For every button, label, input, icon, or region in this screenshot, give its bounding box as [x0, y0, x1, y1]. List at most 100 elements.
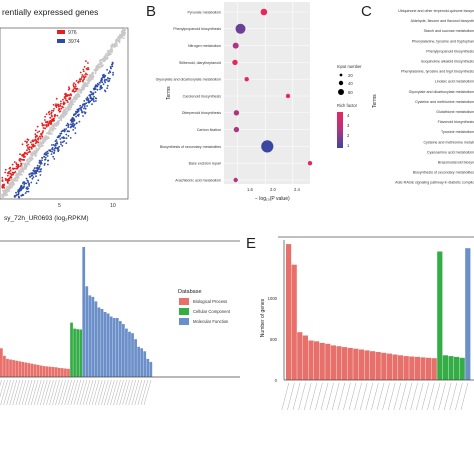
scatter-point-up — [19, 165, 22, 167]
panel-e-category-tick — [427, 382, 435, 411]
panel-e-category-tick — [332, 382, 340, 411]
scatter-point-nochange — [26, 164, 28, 167]
scatter-point-down — [36, 164, 39, 167]
scatter-point-up — [55, 97, 58, 100]
scatter-point-down — [52, 144, 55, 146]
panel-b-term-label: Carotenoid biosynthesis — [183, 94, 222, 98]
panel-b-xlabel: − log₁₀(P value) — [255, 196, 290, 202]
scatter-point-up — [9, 172, 12, 175]
scatter-point-nochange — [64, 114, 66, 117]
scatter-point-down — [78, 113, 80, 116]
panel-d-bar — [115, 318, 119, 377]
scatter-point-nochange — [8, 190, 11, 193]
scatter-point-up — [42, 130, 44, 132]
panel-d-category-tick — [67, 379, 75, 406]
scatter-point-down — [24, 192, 27, 195]
scatter-point-up — [49, 117, 52, 119]
panel-d-category-tick — [21, 379, 30, 406]
scatter-point-down — [109, 77, 111, 80]
scatter-point-nochange — [107, 49, 109, 52]
scatter-point-nochange — [123, 34, 126, 36]
scatter-point-nochange — [18, 171, 21, 174]
scatter-point-nochange — [92, 72, 95, 74]
panel-e-bar — [448, 356, 454, 380]
scatter-point-nochange — [16, 179, 19, 182]
scatter-point-nochange — [116, 40, 118, 42]
panel-b-bubble — [233, 110, 240, 116]
scatter-point-up — [72, 85, 75, 88]
scatter-point-up — [87, 68, 90, 71]
scatter-point-up — [12, 172, 15, 174]
scatter-point-up — [57, 105, 60, 108]
scatter-point-down — [23, 182, 26, 185]
scatter-point-nochange — [62, 110, 64, 113]
scatter-point-down — [106, 69, 108, 71]
scatter-point-down — [20, 184, 23, 187]
panel-d-category-tick — [116, 379, 124, 406]
scatter-point-nochange — [85, 85, 88, 88]
panel-d-category-tick — [12, 379, 20, 406]
scatter-point-nochange — [22, 168, 25, 171]
scatter-point-up — [80, 76, 83, 78]
panel-d-bar — [85, 286, 89, 377]
scatter-point-down — [49, 149, 52, 152]
scatter-point-nochange — [51, 127, 54, 130]
scatter-point-up — [56, 114, 59, 117]
scatter-point-nochange — [46, 132, 49, 135]
scatter-point-nochange — [42, 136, 45, 139]
scatter-point-nochange — [22, 171, 25, 173]
panel-c-term-label: Phenylalanine, tyrosine and tryptophan — [412, 39, 474, 43]
panel-e-bar — [330, 345, 336, 380]
scatter-point-up — [70, 93, 72, 95]
panel-d-category-tick — [40, 379, 48, 406]
scatter-point-nochange — [109, 49, 112, 52]
panel-d-bar — [54, 367, 58, 377]
legend-color-title: Rich factor — [337, 103, 358, 108]
scatter-point-down — [94, 88, 97, 90]
panel-d-bar — [118, 321, 122, 377]
panel-d-bar — [128, 331, 131, 377]
scatter-point-up — [36, 135, 39, 138]
legend-mol-label: Molecular Function — [193, 319, 229, 324]
panel-b-term-label: Phenylpropanoid biosynthesis — [173, 27, 221, 31]
scatter-point-up — [24, 140, 27, 143]
panel-d-bar — [45, 366, 49, 377]
panel-e-bar — [308, 340, 314, 380]
scatter-point-nochange — [21, 165, 24, 168]
panel-c-term-label: Biosynthesis of secondary metabolites — [413, 171, 474, 175]
scatter-point-down — [22, 186, 25, 189]
panel-c-term-label: Aldehyde, flavone and flavonol biosynth — [411, 19, 474, 23]
scatter-point-down — [77, 110, 79, 113]
scatter-point-up — [27, 146, 29, 149]
legend-size-title: Input number — [337, 64, 362, 69]
panel-a-volcano: rentially expressed genes 976 3974 5 10 … — [0, 7, 129, 222]
panel-b-term-label: Stilbenoid, diarylheptanoid — [179, 61, 221, 65]
panel-b-xtick-1: 1.6 — [247, 187, 253, 192]
scatter-point-up — [15, 167, 17, 170]
scatter-point-nochange — [69, 108, 72, 110]
panel-d-category-tick — [0, 379, 2, 387]
panel-d-category-tick — [30, 379, 39, 406]
legend-size-20: 20 — [348, 73, 353, 78]
panel-d-category-tick — [110, 379, 118, 406]
scatter-point-up — [45, 125, 48, 128]
scatter-point-down — [73, 123, 76, 126]
panel-d-bars — [0, 247, 153, 377]
scatter-point-nochange — [57, 121, 60, 124]
scatter-point-nochange — [95, 68, 97, 71]
scatter-point-up — [44, 115, 46, 118]
panel-e-ytick-1000: 1000 — [268, 296, 278, 301]
scatter-point-nochange — [103, 56, 106, 59]
scatter-point-nochange — [106, 56, 109, 58]
scatter-point-up — [36, 131, 39, 134]
panel-e-bar — [381, 352, 387, 380]
legend-size-dot-1 — [339, 73, 343, 77]
scatter-point-nochange — [100, 64, 103, 67]
scatter-point-nochange — [45, 135, 47, 138]
panel-c-term-label: Tyrosine metabolism — [441, 130, 474, 134]
scatter-point-nochange — [64, 106, 67, 109]
scatter-point-nochange — [106, 57, 109, 60]
scatter-point-up — [41, 135, 44, 138]
scatter-point-nochange — [118, 35, 121, 38]
scatter-point-down — [60, 132, 63, 135]
